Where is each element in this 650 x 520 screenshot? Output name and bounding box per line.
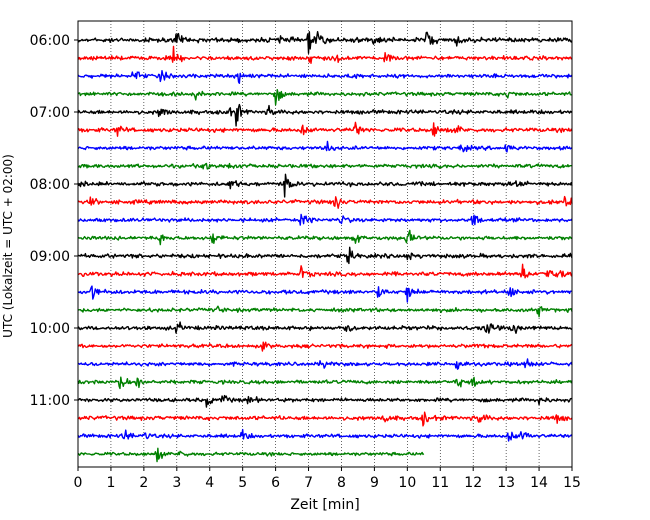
trace-line (77, 428, 573, 442)
trace-line (77, 263, 573, 279)
trace-line (77, 103, 573, 127)
trace-line (77, 229, 573, 246)
y-tick-label: 11:00 (30, 393, 70, 409)
y-tick-label: 10:00 (30, 321, 70, 337)
y-tick-label: 09:00 (30, 249, 70, 265)
vertical-gridlines (110, 21, 540, 467)
x-tick-label: 13 (497, 475, 515, 491)
x-tick-label: 3 (172, 475, 181, 491)
trace-line (77, 246, 573, 265)
trace-line (77, 341, 573, 352)
x-tick-label: 5 (238, 475, 247, 491)
x-tick-label: 12 (464, 475, 482, 491)
trace-line (77, 121, 573, 137)
x-tick-label: 11 (431, 475, 449, 491)
y-tick-label: 08:00 (30, 177, 70, 193)
y-axis-ticks: 06:00 07:00 08:00 09:00 10:00 11:00 (30, 33, 78, 409)
trace-line (77, 447, 425, 463)
x-tick-label: 8 (337, 475, 346, 491)
x-tick-label: 1 (106, 475, 115, 491)
trace-line (77, 173, 573, 198)
x-tick-label: 0 (74, 475, 83, 491)
trace-line (77, 394, 573, 408)
y-tick-label: 06:00 (30, 33, 70, 49)
trace-line (77, 195, 573, 209)
x-tick-label: 10 (398, 475, 416, 491)
y-tick-label: 07:00 (30, 105, 70, 121)
x-tick-label: 6 (271, 475, 280, 491)
x-tick-label: 2 (139, 475, 148, 491)
trace-line (77, 376, 573, 390)
x-axis-ticks: 0 1 2 3 4 5 6 7 8 9 10 11 12 13 14 15 (74, 467, 581, 491)
trace-line (77, 285, 573, 303)
trace-series-group (77, 31, 573, 463)
y-axis-title: UTC (Lokalzeit = UTC + 02:00) (1, 154, 15, 338)
trace-line (77, 358, 573, 370)
trace-line (77, 411, 573, 427)
trace-line (77, 305, 573, 318)
x-tick-label: 14 (530, 475, 548, 491)
x-tick-label: 9 (370, 475, 379, 491)
x-tick-label: 4 (205, 475, 214, 491)
trace-line (77, 89, 573, 106)
x-tick-label: 7 (304, 475, 313, 491)
trace-line (77, 321, 573, 334)
plot-frame (77, 20, 573, 468)
trace-line (77, 140, 573, 153)
trace-line (77, 45, 573, 65)
trace-line (77, 69, 573, 84)
x-tick-label: 15 (563, 475, 581, 491)
trace-line (77, 31, 573, 54)
trace-line (77, 162, 572, 170)
trace-line (77, 213, 573, 226)
x-axis-title: Zeit [min] (290, 497, 359, 513)
